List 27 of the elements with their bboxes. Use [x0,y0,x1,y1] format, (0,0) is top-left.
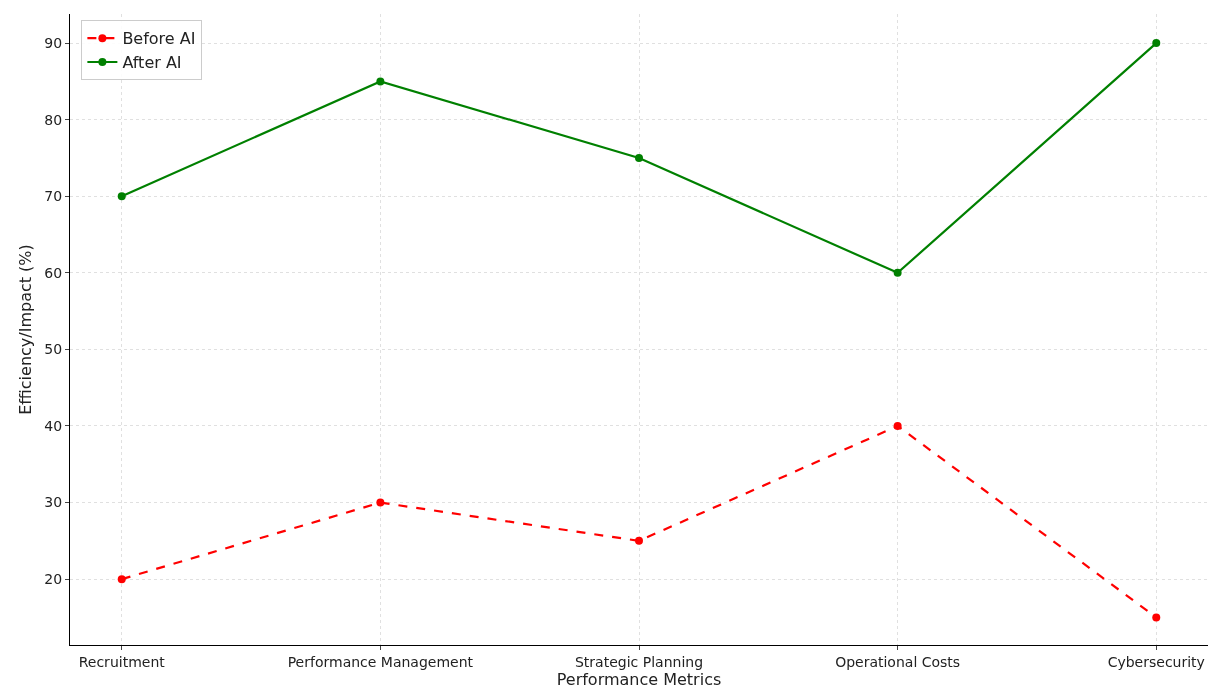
y-tick-label: 50 [44,341,63,358]
point [893,268,902,277]
y-tick-label: 30 [44,494,63,511]
y-tick-label: 40 [44,417,63,434]
point [1152,39,1161,48]
point [376,77,385,86]
point [635,536,643,545]
y-tick-label: 90 [44,35,63,51]
y-tick-label: 20 [44,571,63,588]
x-tick-label: Recruitment [78,653,166,670]
x-tick-label: Strategic Planning [574,653,704,670]
y-tick-label: 60 [44,264,63,281]
x-axis-title: Performance Metrics [556,669,722,689]
legend-label: Before AI [122,29,196,49]
point [1152,613,1161,622]
point [893,421,902,430]
point [117,575,126,584]
legend-label: After AI [122,53,182,73]
y-axis-title: Efficiency/Impact (%) [16,244,36,415]
x-tick-label: Cybersecurity [1107,653,1205,670]
point [376,498,385,507]
y-tick-label: 70 [44,188,63,205]
x-tick-label: Operational Costs [835,653,961,670]
x-tick-label: Performance Management [287,653,474,670]
point [117,192,126,201]
point [635,153,643,162]
y-tick-label: 80 [44,111,63,128]
